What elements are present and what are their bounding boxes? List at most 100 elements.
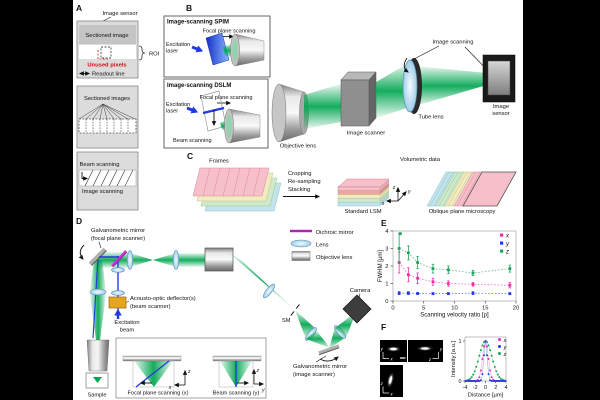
relay-lens-icon <box>263 283 275 299</box>
svg-text:0: 0 <box>391 306 394 312</box>
fan-lines-icon <box>78 103 136 120</box>
image-sensor-label2: sensor <box>492 111 509 117</box>
standard-lsm-stack-icon <box>337 178 390 207</box>
dichroic-mirror-icon <box>111 250 127 267</box>
panel-a: A Image sensor Sectioned image Unused pi… <box>76 3 160 211</box>
svg-text:1: 1 <box>385 282 388 288</box>
frame-strip-dividers <box>85 119 129 133</box>
svg-text:x: x <box>505 233 510 239</box>
svg-text:-4: -4 <box>463 385 468 391</box>
image-scanner-cube-icon <box>340 71 377 127</box>
process-label3: Stacking <box>288 187 310 193</box>
excitation-beam-line <box>92 257 99 339</box>
spim-objective-icon <box>230 33 265 67</box>
svg-text:15: 15 <box>482 306 488 312</box>
inset-axis-z2-label: z <box>256 368 260 374</box>
c-axis-z-label: z <box>392 185 396 191</box>
beam-lens-to-galvo <box>306 330 330 348</box>
aod-icon <box>108 296 127 309</box>
panel-b: B Image-scanning SPIM Focal plane scanni… <box>163 3 516 150</box>
svg-text:20: 20 <box>513 306 519 312</box>
process-label2: Re-sampling <box>288 179 321 185</box>
panel-e: E 0 5 10 15 20 0 1 2 3 4 Scanning velocity ratio [… <box>378 218 519 319</box>
oblique-plane-label: Oblique plane microscopy <box>429 209 496 215</box>
coverslip-icon <box>212 355 262 362</box>
readout-line-label: Readout line <box>92 72 125 78</box>
image-scanning-label: Image scanning <box>433 40 474 46</box>
dslm-excitation-label2: laser <box>166 109 178 115</box>
curved-scan-arrow-icon <box>403 57 409 73</box>
inset-beam-label: Beam scanning (y) <box>213 391 260 397</box>
galvo-mirror-edge <box>91 250 107 266</box>
main-objective-icon <box>271 83 309 143</box>
process-label1: Cropping <box>288 171 312 177</box>
svg-text:Distance [μm]: Distance [μm] <box>468 393 504 399</box>
legend-objective-swatch <box>291 251 311 261</box>
galvo-image-label2: (image scanner) <box>293 372 335 378</box>
svg-text:0: 0 <box>484 385 487 391</box>
excitation-arrow-icon <box>191 45 204 53</box>
c-axis-x-label: x <box>381 201 385 207</box>
galvo-focal-label1: Galvanometric mirror <box>91 228 145 234</box>
relay-lens-icon <box>111 290 125 296</box>
standard-lsm-label: Standard LSM <box>344 209 381 215</box>
emission-beam-h4 <box>176 253 205 267</box>
figure-svg: A Image sensor Sectioned image Unused pi… <box>76 3 519 399</box>
sectioned-images-box <box>76 85 139 149</box>
svg-text:FWHM [μm]: FWHM [μm] <box>378 250 384 282</box>
svg-text:0: 0 <box>385 299 388 305</box>
unused-band <box>79 45 136 59</box>
sectioned-image-label: Sectioned image <box>85 33 128 39</box>
scan-direction-arrow-icon <box>81 172 89 181</box>
objective-lens-box-icon <box>204 247 234 272</box>
emission-beam-h3 <box>153 253 176 267</box>
panel-d: D Galvanometric mirror (focal plane scan… <box>76 216 372 399</box>
camera-icon <box>342 294 372 324</box>
image-sensor-label1: Image <box>493 104 509 110</box>
pointer-line <box>315 355 327 363</box>
beam-objective-to-scanner <box>304 84 341 129</box>
image-sensor-label: Image sensor <box>102 11 137 17</box>
pointer-line <box>358 293 361 299</box>
galvo-focal-label2: (focal plane scanner) <box>91 236 145 242</box>
spim-excitation-label2: laser <box>166 49 178 55</box>
beam-box-to-sm <box>228 252 295 310</box>
svg-text:3: 3 <box>385 247 388 253</box>
image-galvo-mirror-icon <box>318 344 340 355</box>
frame-strip <box>78 118 137 134</box>
image-galvo-mirror-edge <box>318 347 340 356</box>
psf-axis-z-label: z <box>380 381 384 386</box>
galvo-mirror-icon <box>88 247 107 266</box>
spim-excitation-label1: Excitation <box>166 42 190 48</box>
svg-text:y: y <box>503 345 508 351</box>
tube-lens-icon <box>402 58 422 114</box>
frame-stack-icon <box>192 167 282 212</box>
beam-to-sample2 <box>90 294 106 340</box>
galvo-rotation-arrow-icon <box>319 356 339 362</box>
c-axes-icon: z y x <box>381 185 411 207</box>
inset-axis-y-label: y <box>261 388 265 394</box>
roi-label: ROI <box>149 52 160 58</box>
psf-axis-y-label: y <box>380 347 384 352</box>
pencil-beam-icon <box>202 106 225 115</box>
svg-text:4: 4 <box>385 229 389 235</box>
roi-dashed-square <box>100 46 112 59</box>
camera-label: Camera <box>350 288 371 294</box>
chart-e-fwhm-plot: 0 5 10 15 20 0 1 2 3 4 Scanning velocity ratio [ρ]… <box>378 229 519 319</box>
sample-objective-icon <box>86 339 110 372</box>
svg-text:0: 0 <box>458 379 461 385</box>
panel-c-label: C <box>187 151 193 161</box>
image-scanner-label: Image scanner <box>347 131 385 137</box>
image-scanning-label: Image scanning <box>82 189 123 195</box>
svg-text:2: 2 <box>385 264 388 270</box>
svg-text:2: 2 <box>494 385 497 391</box>
relay-lens-icon <box>126 250 134 270</box>
relay-lens-icon <box>172 250 180 270</box>
slit-mask-icon <box>295 304 300 309</box>
sample-label: Sample <box>88 393 107 399</box>
coverslip-icon <box>122 355 182 362</box>
figure-canvas: A Image sensor Sectioned image Unused pi… <box>73 0 523 400</box>
svg-text:-2: -2 <box>473 385 478 391</box>
legend-dichroic-label: Dichroic mirror <box>316 230 354 236</box>
